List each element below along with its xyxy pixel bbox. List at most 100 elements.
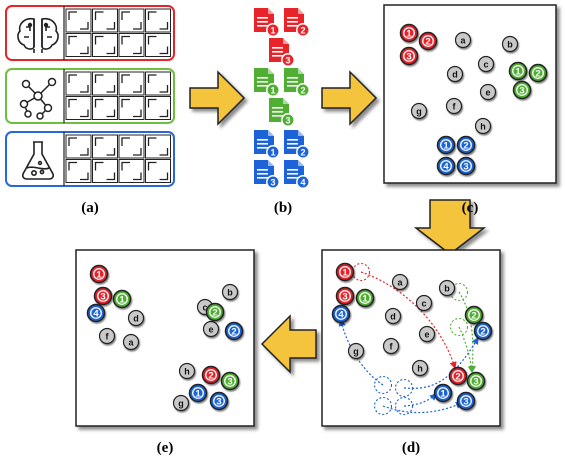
movement-arrow <box>403 336 479 389</box>
entity-node: h <box>178 362 196 380</box>
entity-node: d <box>127 309 145 327</box>
entity-node: a <box>391 273 409 291</box>
svg-text:g: g <box>178 398 184 408</box>
panel-e: d f a c b e h g 1 3 1 4 2 2 2 3 1 3 (e) <box>75 249 255 456</box>
svg-text:1: 1 <box>362 293 368 304</box>
svg-text:4: 4 <box>338 309 344 320</box>
svg-text:2: 2 <box>535 68 540 79</box>
entity-node: a <box>454 31 472 49</box>
svg-text:3: 3 <box>406 51 411 62</box>
svg-text:b: b <box>227 287 233 297</box>
svg-text:d: d <box>390 311 396 321</box>
document-icon: 3 <box>269 98 295 127</box>
panel-a: (a) <box>5 5 175 216</box>
document-icon: 1 <box>254 8 280 37</box>
svg-text:3: 3 <box>519 85 524 96</box>
green-node: 1 <box>355 288 375 308</box>
entity-node: g <box>410 102 428 120</box>
svg-text:g: g <box>416 106 422 116</box>
document-icon: 3 <box>254 160 280 189</box>
svg-text:1: 1 <box>515 66 521 77</box>
panel-c-label: (c) <box>462 200 479 216</box>
green-node: 3 <box>466 371 486 391</box>
panel-b-label: (b) <box>274 200 292 216</box>
arrow-c-to-d <box>413 199 487 255</box>
svg-text:g: g <box>353 346 359 356</box>
svg-text:c: c <box>421 298 426 308</box>
entity-node: b <box>501 35 519 53</box>
blue-node: 2 <box>473 321 493 341</box>
red-node: 3 <box>335 286 355 306</box>
svg-text:h: h <box>184 366 190 376</box>
svg-text:3: 3 <box>227 376 232 387</box>
movement-arrow <box>360 271 457 370</box>
entity-node: d <box>384 307 402 325</box>
document-badge: 3 <box>285 115 290 125</box>
svg-text:3: 3 <box>342 291 347 302</box>
svg-text:2: 2 <box>212 307 217 318</box>
document-badge: 1 <box>270 25 275 35</box>
document-icon: 4 <box>284 160 310 189</box>
red-node: 1 <box>89 264 109 284</box>
svg-text:3: 3 <box>473 376 478 387</box>
svg-text:1: 1 <box>406 28 412 39</box>
red-node: 2 <box>201 365 221 385</box>
document-icon: 1 <box>254 68 280 97</box>
previous-position-ghost <box>373 375 393 395</box>
svg-text:2: 2 <box>208 370 213 381</box>
green-node: 1 <box>508 61 528 81</box>
svg-text:a: a <box>128 337 134 347</box>
blue-node: 3 <box>456 391 476 411</box>
svg-text:h: h <box>417 363 423 373</box>
document-icon: 3 <box>269 38 295 67</box>
document-icon: 2 <box>284 130 310 159</box>
arrow-b-to-c <box>321 70 378 126</box>
svg-text:e: e <box>424 329 429 339</box>
svg-text:e: e <box>485 87 490 97</box>
svg-text:f: f <box>453 101 457 111</box>
red-node: 3 <box>399 46 419 66</box>
blue-node: 1 <box>433 383 453 403</box>
row-brain-frame <box>5 5 175 61</box>
entity-node: g <box>347 342 365 360</box>
svg-text:2: 2 <box>463 140 468 151</box>
brain-icon <box>17 17 59 53</box>
svg-text:2: 2 <box>480 326 485 337</box>
svg-text:b: b <box>444 283 450 293</box>
entity-node: c <box>415 294 433 312</box>
entity-node: b <box>438 279 456 297</box>
svg-text:c: c <box>483 59 488 69</box>
entity-node: e <box>202 320 220 338</box>
previous-position-ghost <box>373 396 393 416</box>
entity-node: f <box>445 97 463 115</box>
document-badge: 2 <box>300 85 305 95</box>
svg-text:b: b <box>507 39 513 49</box>
red-node: 1 <box>399 23 419 43</box>
blue-node: 4 <box>331 304 351 324</box>
blue-node: 4 <box>436 156 456 176</box>
document-badge: 3 <box>270 177 275 187</box>
svg-text:d: d <box>452 69 458 79</box>
panel-e-label: (e) <box>157 440 174 456</box>
entity-node: a <box>122 333 140 351</box>
flask-icon <box>21 141 55 180</box>
panel-b: 1 2 3 1 2 3 1 2 3 4 (b) <box>254 8 310 216</box>
network-icon <box>19 77 57 120</box>
document-badge: 4 <box>300 177 305 187</box>
svg-text:2: 2 <box>231 326 236 337</box>
blue-node: 4 <box>86 303 106 323</box>
panel-d-label: (d) <box>402 440 420 456</box>
entity-node: e <box>418 325 436 343</box>
document-badge: 1 <box>270 147 275 157</box>
entity-node: h <box>474 117 492 135</box>
entity-node: f <box>98 327 116 345</box>
arrow-a-to-b <box>189 70 246 126</box>
panel-a-label: (a) <box>81 200 99 216</box>
svg-text:a: a <box>397 277 403 287</box>
previous-position-ghost <box>449 282 469 302</box>
blue-node: 2 <box>224 321 244 341</box>
svg-text:2: 2 <box>425 36 430 47</box>
entity-node: b <box>221 283 239 301</box>
svg-text:1: 1 <box>342 267 348 278</box>
